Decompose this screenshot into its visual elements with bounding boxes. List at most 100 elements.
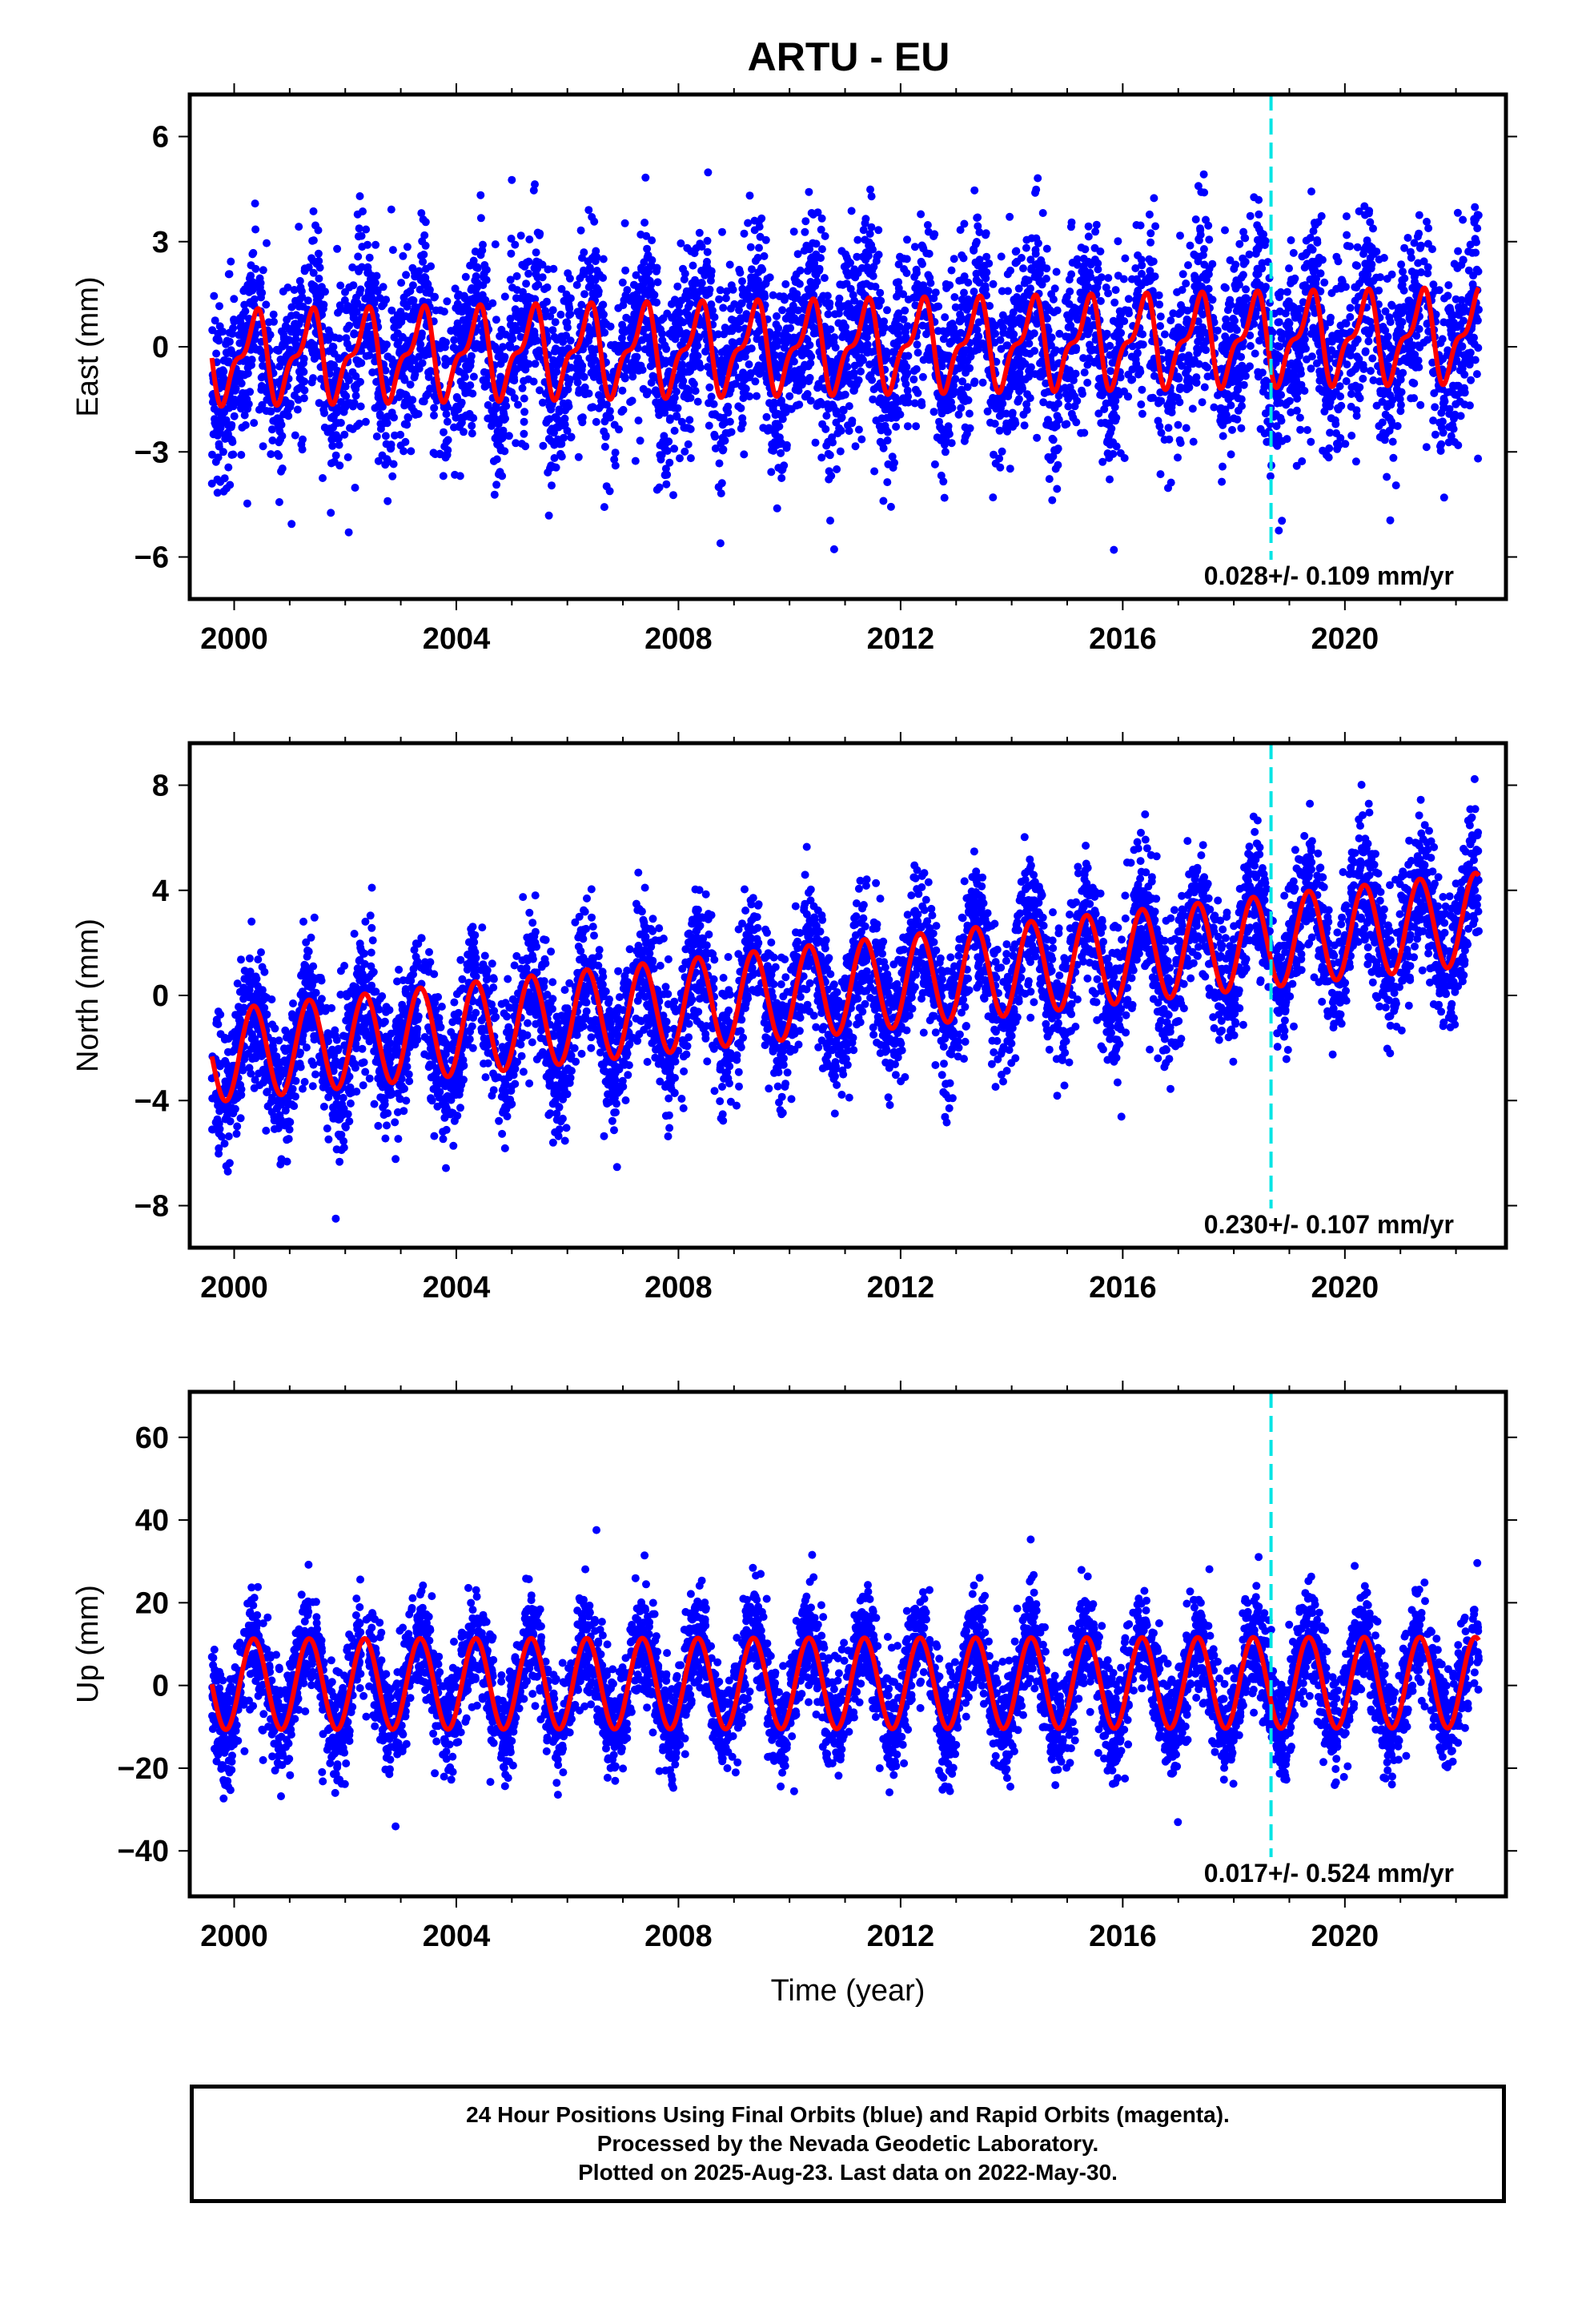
data-point xyxy=(585,263,594,272)
data-point xyxy=(836,447,845,456)
data-point xyxy=(638,365,647,374)
data-point xyxy=(972,238,981,246)
data-point xyxy=(404,413,413,422)
data-point xyxy=(1204,221,1213,230)
data-point xyxy=(482,265,491,274)
data-point xyxy=(693,341,702,350)
data-point xyxy=(1017,254,1026,262)
data-point xyxy=(1199,245,1208,253)
data-point xyxy=(229,324,238,332)
data-point xyxy=(600,310,608,319)
data-point xyxy=(417,209,426,218)
data-point xyxy=(371,279,379,287)
data-point xyxy=(662,344,671,353)
data-point xyxy=(283,283,292,292)
data-point xyxy=(490,490,499,499)
data-point xyxy=(1096,296,1105,305)
data-point xyxy=(548,481,556,490)
data-point xyxy=(409,296,418,305)
data-point xyxy=(1119,275,1128,283)
data-point xyxy=(672,388,681,396)
data-point xyxy=(228,438,237,446)
data-point xyxy=(727,428,736,436)
data-point xyxy=(1283,435,1291,444)
data-point xyxy=(476,191,485,199)
data-point xyxy=(827,472,836,480)
data-point xyxy=(775,422,784,431)
data-point xyxy=(219,367,228,376)
data-point xyxy=(1205,235,1214,244)
data-point xyxy=(1006,266,1014,275)
data-point xyxy=(500,447,509,456)
data-point xyxy=(382,296,391,304)
data-point xyxy=(278,464,287,472)
data-point xyxy=(450,336,459,344)
data-point xyxy=(443,297,452,306)
data-point xyxy=(599,300,608,309)
data-point xyxy=(1156,470,1165,479)
data-point xyxy=(650,291,659,300)
data-point xyxy=(1128,375,1137,384)
data-point xyxy=(755,223,764,231)
data-point xyxy=(1026,284,1034,293)
data-point xyxy=(693,352,702,360)
data-point xyxy=(711,432,719,441)
data-point xyxy=(740,229,749,238)
data-point xyxy=(237,379,246,388)
data-point xyxy=(606,413,615,422)
data-point xyxy=(640,219,649,227)
data-point xyxy=(1072,418,1081,427)
data-point xyxy=(998,447,1006,456)
data-point xyxy=(679,376,688,385)
data-point xyxy=(548,326,557,335)
data-point xyxy=(866,185,874,194)
data-point xyxy=(996,336,1005,344)
data-point xyxy=(717,489,725,498)
data-point xyxy=(1285,264,1293,273)
data-point xyxy=(321,287,329,296)
data-point xyxy=(212,349,221,358)
data-point xyxy=(1167,408,1176,416)
data-point xyxy=(488,299,497,308)
data-point xyxy=(290,286,299,294)
data-point xyxy=(1261,236,1270,245)
data-point xyxy=(1298,457,1307,465)
data-point xyxy=(457,398,466,407)
data-point xyxy=(343,453,352,461)
data-point xyxy=(918,372,927,381)
data-point xyxy=(362,225,371,234)
data-point xyxy=(237,451,246,459)
data-point xyxy=(1213,326,1222,335)
data-point xyxy=(566,294,575,303)
data-point xyxy=(1091,227,1100,236)
data-point xyxy=(812,239,821,248)
data-point xyxy=(389,460,398,468)
data-point xyxy=(249,248,258,257)
data-point xyxy=(600,442,609,451)
data-point xyxy=(1285,396,1294,405)
data-point xyxy=(740,450,749,459)
data-point xyxy=(1186,241,1195,250)
data-point xyxy=(298,293,307,302)
data-point xyxy=(910,399,919,408)
data-point xyxy=(247,271,255,280)
data-point xyxy=(868,376,877,384)
data-point xyxy=(876,288,885,297)
data-point xyxy=(379,283,387,292)
data-point xyxy=(267,450,275,459)
data-point xyxy=(266,331,275,340)
data-point xyxy=(546,312,555,320)
data-point xyxy=(1042,275,1050,283)
data-point xyxy=(522,279,531,288)
data-point xyxy=(845,402,853,411)
data-point xyxy=(443,417,452,426)
data-point xyxy=(786,324,795,332)
data-point xyxy=(854,376,863,384)
data-point xyxy=(243,369,252,378)
data-point xyxy=(719,304,728,312)
data-point xyxy=(1022,406,1031,414)
data-point xyxy=(833,465,841,473)
data-point xyxy=(883,436,892,444)
data-point xyxy=(268,436,277,444)
data-point xyxy=(363,240,371,249)
